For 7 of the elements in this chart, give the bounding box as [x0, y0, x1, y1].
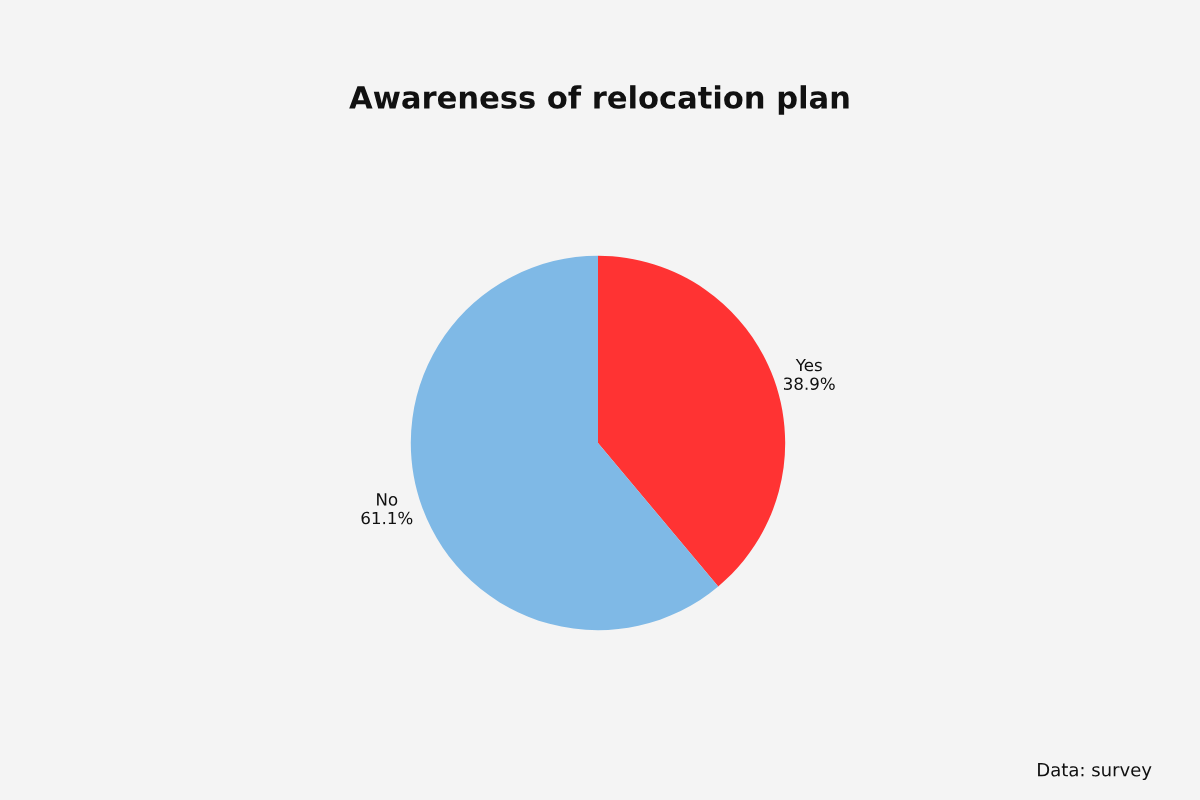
- slice-label: Yes: [795, 358, 822, 372]
- text: Data: survey: [1038, 763, 1152, 780]
- slice-label: No: [377, 493, 398, 506]
- pie-slice: [598, 255, 786, 587]
- data-label: 38.9%: [784, 377, 835, 390]
- data-label: 61.1%: [361, 511, 413, 525]
- chart-title: Awareness of relocation plan: [349, 85, 849, 115]
